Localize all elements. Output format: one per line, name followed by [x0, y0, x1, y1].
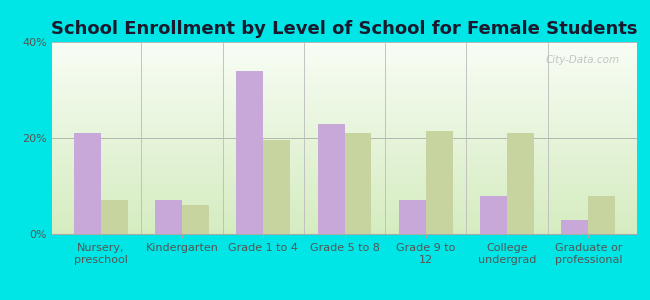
Title: School Enrollment by Level of School for Female Students: School Enrollment by Level of School for…: [51, 20, 638, 38]
Bar: [74, 133, 101, 234]
Bar: [182, 205, 209, 234]
Bar: [237, 71, 263, 234]
Bar: [562, 220, 588, 234]
Text: City-Data.com: City-Data.com: [545, 56, 619, 65]
Bar: [155, 200, 182, 234]
Bar: [507, 133, 534, 234]
Bar: [263, 140, 290, 234]
Bar: [426, 131, 452, 234]
Bar: [480, 196, 507, 234]
Bar: [399, 200, 426, 234]
Bar: [344, 133, 371, 234]
Bar: [588, 196, 615, 234]
Bar: [101, 200, 127, 234]
Bar: [318, 124, 344, 234]
